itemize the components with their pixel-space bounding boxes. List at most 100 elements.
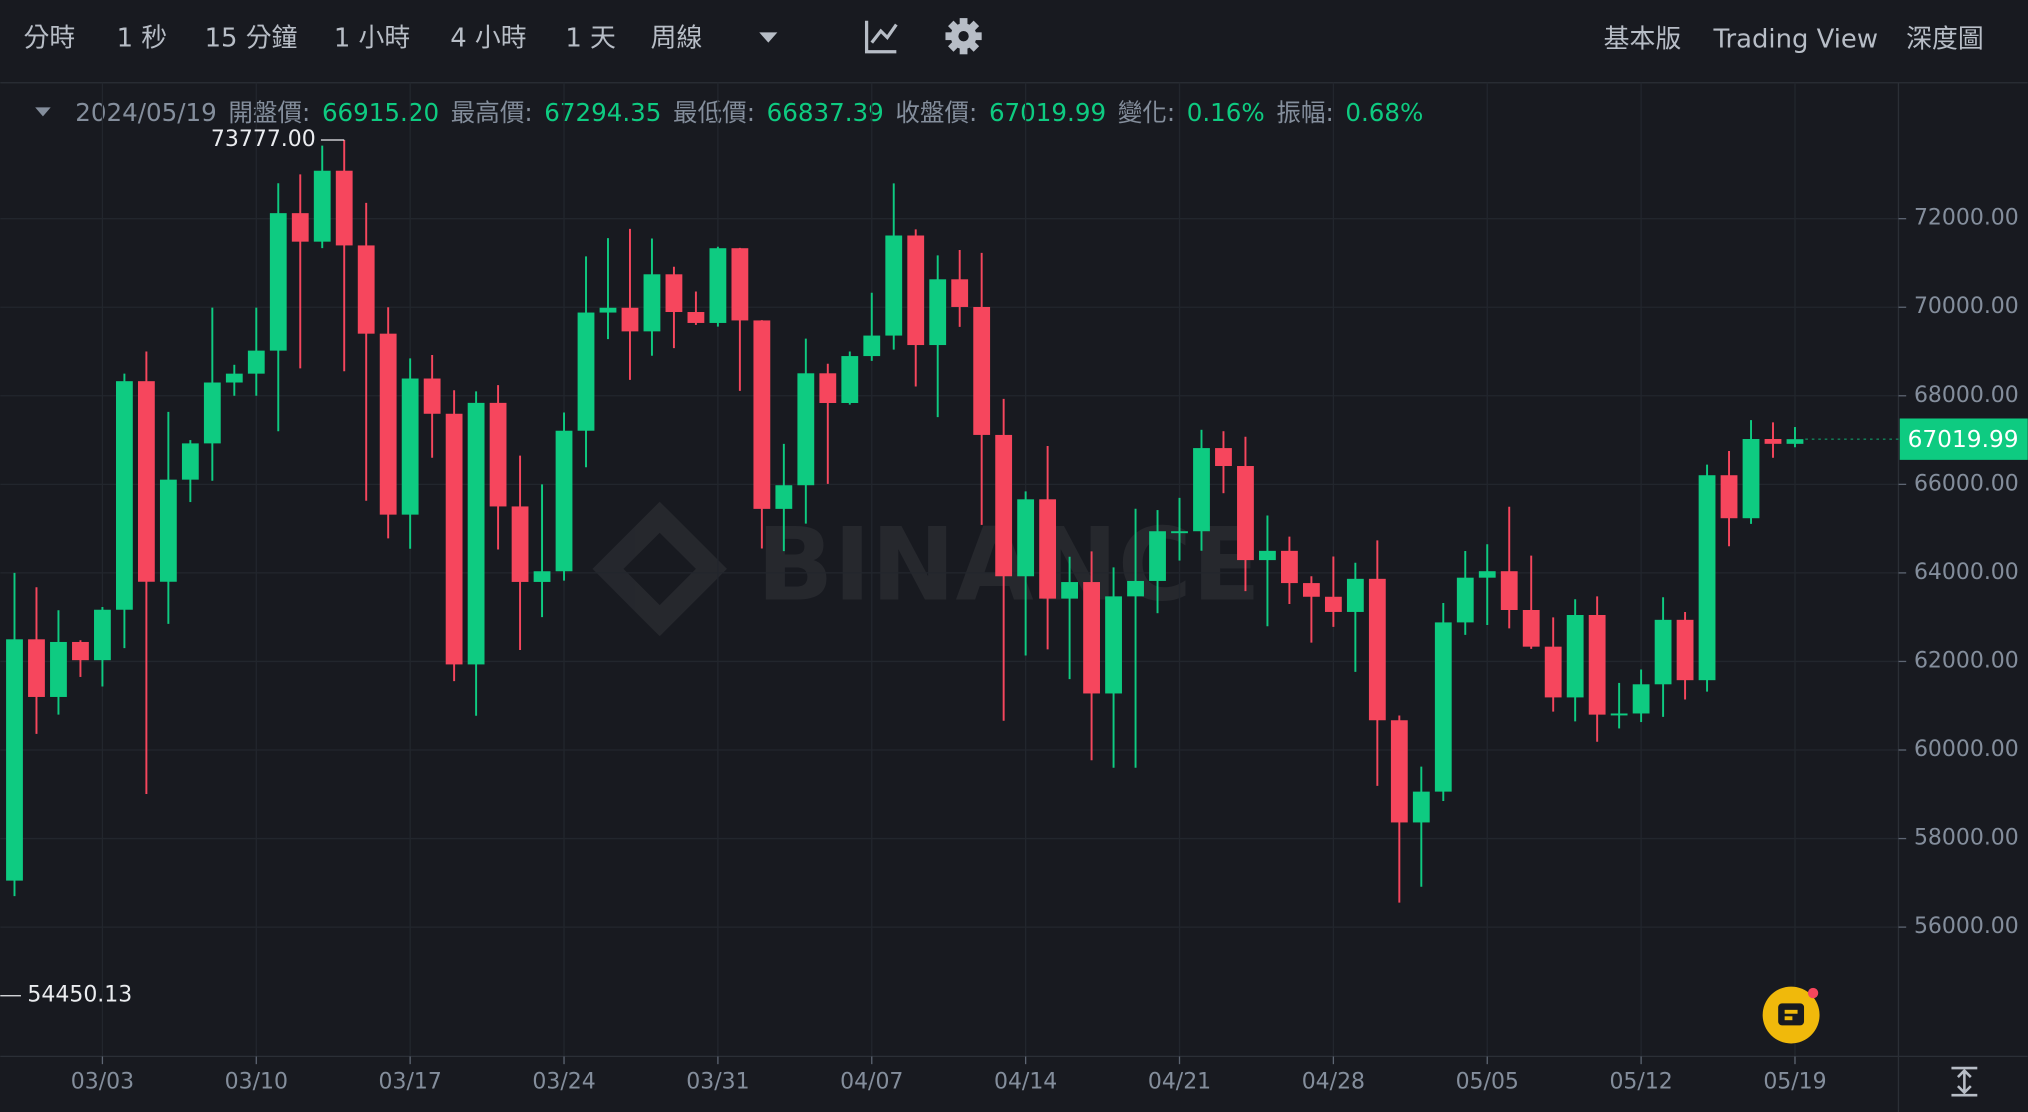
view-tab[interactable]: 深度圖 <box>1906 25 1984 55</box>
y-tick-label: 58000.00 <box>1914 826 2019 851</box>
candle-body <box>1215 448 1232 467</box>
candle-body <box>489 402 507 507</box>
candle-body <box>951 279 969 307</box>
candle-body <box>621 307 639 332</box>
info-value: 0.68% <box>1345 98 1423 127</box>
x-tick-label: 03/03 <box>71 1069 134 1094</box>
candle-body <box>599 307 617 313</box>
x-tick-label: 04/28 <box>1302 1069 1365 1094</box>
candle-body <box>423 378 441 414</box>
candle-body <box>357 245 375 334</box>
settings-icon[interactable] <box>945 18 982 55</box>
info-label: 變化: <box>1118 98 1175 127</box>
view-tab[interactable]: 基本版 <box>1604 25 1682 55</box>
info-value: 0.16% <box>1187 98 1265 127</box>
candle-body <box>1632 684 1650 714</box>
candle-body <box>1149 531 1166 581</box>
interval-tab[interactable]: 分時 <box>24 23 76 53</box>
candle-body <box>995 434 1013 577</box>
x-tick-label: 03/17 <box>379 1069 442 1094</box>
candle-body <box>1346 578 1364 612</box>
toolbar: 分時 1 秒 15 分鐘 1 小時 4 小時 1 天 周線 基本版 Trading View 深度… <box>24 23 1984 54</box>
candle-body <box>313 170 331 242</box>
x-tick-label: 05/05 <box>1456 1069 1519 1094</box>
scale-toggle[interactable] <box>1951 1066 1978 1097</box>
info-value: 67294.35 <box>544 98 661 127</box>
candle-body <box>1786 439 1804 444</box>
candle-body <box>1193 448 1210 532</box>
candle-body <box>1390 720 1408 823</box>
candle-body <box>1237 466 1254 561</box>
candle-body <box>665 274 683 313</box>
candle-body <box>1105 596 1122 694</box>
candle-body <box>687 312 705 323</box>
candle-body <box>94 609 111 661</box>
collapse-icon[interactable] <box>35 107 51 117</box>
x-tick-label: 04/14 <box>994 1069 1057 1094</box>
max-marker-label: 73777.00 <box>211 127 316 152</box>
indicator-icon[interactable] <box>864 20 898 54</box>
candle-body <box>1434 622 1452 792</box>
y-tick-label: 68000.00 <box>1914 383 2019 408</box>
candle-body <box>247 350 265 374</box>
candle-body <box>1742 439 1760 519</box>
y-tick-label: 72000.00 <box>1914 206 2019 231</box>
candle-body <box>137 381 155 582</box>
candle-body <box>181 443 199 480</box>
info-label: 最低價: <box>673 98 755 127</box>
candle-body <box>929 279 947 346</box>
x-tick-label: 05/19 <box>1763 1069 1826 1094</box>
interval-tab[interactable]: 周線 <box>651 23 703 53</box>
interval-tab[interactable]: 1 秒 <box>117 23 168 53</box>
interval-tab[interactable]: 15 分鐘 <box>205 23 298 53</box>
candle-body <box>72 641 89 661</box>
ohlc-info: 2024/05/19 開盤價: 66915.20 最高價: 67294.35 最低價: 66… <box>75 98 1423 127</box>
candle-body <box>1654 619 1672 685</box>
candle-body <box>225 373 243 383</box>
candle-body <box>1061 582 1079 599</box>
candle-body <box>115 381 133 610</box>
candle-body <box>1281 550 1298 584</box>
candle-body <box>1324 596 1342 612</box>
info-label: 開盤價: <box>228 98 310 127</box>
info-value: 66837.39 <box>767 98 884 127</box>
y-tick-label: 64000.00 <box>1914 560 2019 585</box>
candle-body <box>709 248 727 323</box>
candle-body <box>335 170 353 246</box>
candle-body <box>291 213 309 242</box>
candle-body <box>1566 615 1584 698</box>
dropdown-icon[interactable] <box>759 32 778 43</box>
candle-body <box>159 479 177 582</box>
y-tick-label: 62000.00 <box>1914 648 2019 673</box>
x-tick-label: 04/21 <box>1148 1069 1211 1094</box>
last-price-tag <box>1899 418 2028 460</box>
candle-body <box>401 378 419 515</box>
candle-body <box>511 506 529 582</box>
candle-body <box>863 335 881 357</box>
info-label: 最高價: <box>451 98 533 127</box>
candle-body <box>731 248 749 321</box>
candle-body <box>1302 583 1320 597</box>
view-tab[interactable]: Trading View <box>1713 25 1878 55</box>
interval-tab[interactable]: 1 小時 <box>334 23 410 53</box>
candle-body <box>1127 580 1144 597</box>
candle-body <box>379 333 397 515</box>
interval-tab[interactable]: 4 小時 <box>450 23 526 53</box>
candle-body <box>643 274 661 332</box>
interval-tab[interactable]: 1 天 <box>565 23 616 53</box>
candle-body <box>1368 578 1386 721</box>
min-marker-label: 54450.13 <box>27 983 132 1008</box>
candle-body <box>1083 582 1100 694</box>
candle-body <box>1412 791 1430 823</box>
candle-body <box>885 235 903 336</box>
candle-body <box>1500 571 1518 611</box>
candle-body <box>28 639 45 697</box>
candle-body <box>555 430 573 572</box>
info-date: 2024/05/19 <box>75 98 216 127</box>
y-tick-label: 66000.00 <box>1914 471 2019 496</box>
candle-body <box>1610 713 1628 716</box>
candle-body <box>797 373 815 486</box>
candle-body <box>973 306 991 435</box>
assistant-button[interactable] <box>1762 986 1820 1044</box>
